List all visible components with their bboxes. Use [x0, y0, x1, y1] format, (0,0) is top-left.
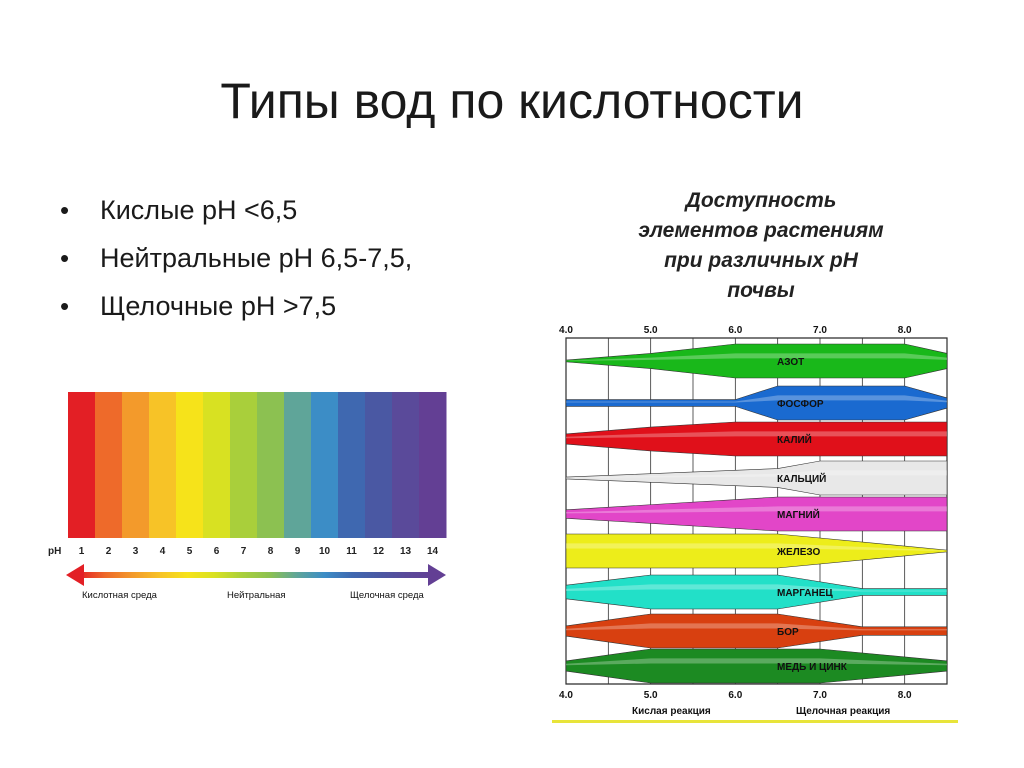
availability-title-line: почвы: [727, 279, 795, 302]
availability-title-line: при различных pH: [664, 249, 858, 272]
acid-reaction-caption: Кислая реакция: [632, 706, 711, 717]
element-label: ФОСФОР: [777, 399, 824, 410]
chart-tick-label: 8.0: [898, 690, 912, 701]
element-band-highlight: [566, 658, 947, 666]
element-label: БОР: [777, 627, 799, 638]
element-band: [565, 574, 948, 610]
ph-value: 12: [373, 546, 385, 557]
ph-value: 8: [268, 546, 274, 557]
bottom-accent-line: [552, 720, 958, 723]
element-label: АЗОТ: [777, 357, 804, 368]
ph-value: 5: [187, 546, 193, 557]
element-label: МАРГАНЕЦ: [777, 588, 833, 599]
chart-tick-label: 6.0: [728, 690, 742, 701]
bullet-alkaline: Щелочные pH >7,5: [58, 286, 412, 334]
bullet-neutral: Нейтральные pH 6,5-7,5,: [58, 238, 412, 286]
ph-strip: [392, 392, 420, 538]
element-label: КАЛИЙ: [777, 433, 812, 446]
element-band: [565, 613, 948, 649]
availability-title-line: элементов растениям: [638, 219, 884, 242]
ph-value: 6: [214, 546, 220, 557]
ph-arrow: [66, 564, 446, 586]
ph-value: 3: [133, 546, 139, 557]
ph-strip: [365, 392, 393, 538]
ph-value: 7: [241, 546, 247, 557]
ph-value: 4: [160, 546, 166, 557]
ph-arrow-shaft: [78, 572, 434, 578]
ph-strip: [257, 392, 285, 538]
element-band: [565, 533, 948, 569]
ph-strip: [95, 392, 123, 538]
ph-strip: [419, 392, 447, 538]
alkaline-reaction-caption: Щелочная реакция: [796, 706, 890, 717]
chart-tick-label: 7.0: [813, 325, 827, 336]
neutral-caption: Нейтральная: [227, 590, 286, 601]
ph-strip: [176, 392, 204, 538]
slide-title: Типы вод по кислотности: [220, 73, 804, 129]
ph-axis-label: pH: [48, 546, 61, 557]
chart-tick-label: 5.0: [644, 690, 658, 701]
element-band-highlight: [566, 431, 947, 439]
bullet-list: Кислые pH <6,5 Нейтральные pH 6,5-7,5, Щ…: [58, 190, 412, 334]
element-band-highlight: [566, 623, 947, 631]
ph-strip: [284, 392, 312, 538]
element-label: ЖЕЛЕЗО: [776, 547, 821, 558]
availability-title-line: Доступность: [685, 189, 837, 212]
element-band: [565, 421, 948, 457]
element-band: [565, 648, 948, 684]
element-band: [565, 496, 948, 532]
element-label: МАГНИЙ: [777, 508, 820, 521]
element-band-highlight: [566, 506, 947, 514]
ph-values: 1 2 3 4 5 6 7 8 9 10 11 12 13 14: [79, 546, 439, 557]
availability-title: Доступность элементов растениям при разл…: [596, 186, 926, 306]
ph-value: 10: [319, 546, 331, 557]
chart-tick-label: 8.0: [898, 325, 912, 336]
ph-arrow-left-head: [66, 564, 84, 586]
ph-strip: [311, 392, 339, 538]
chart-tick-label: 7.0: [813, 690, 827, 701]
ph-arrow-right-head: [428, 564, 446, 586]
ph-value: 14: [427, 546, 439, 557]
ph-strip: [338, 392, 366, 538]
element-band-highlight: [566, 584, 947, 592]
ph-strip: [149, 392, 177, 538]
ph-strip: [203, 392, 231, 538]
ph-strip: [230, 392, 258, 538]
chart-bands: АЗОТ ФОСФОР КАЛИЙ КАЛЬЦИЙ МАГНИЙ ЖЕЛЕЗО МАРГАН…: [565, 343, 948, 684]
ph-value: 1: [79, 546, 85, 557]
element-label: МЕДЬ И ЦИНК: [777, 662, 848, 673]
bullet-acid: Кислые pH <6,5: [58, 190, 412, 238]
element-band-highlight: [566, 353, 947, 361]
ph-value: 9: [295, 546, 301, 557]
ph-value: 13: [400, 546, 412, 557]
chart-tick-label: 4.0: [559, 325, 573, 336]
chart-tick-label: 5.0: [644, 325, 658, 336]
ph-value: 2: [106, 546, 112, 557]
ph-color-strips: [68, 392, 447, 538]
ph-strip: [68, 392, 96, 538]
element-band: [565, 385, 948, 421]
chart-tick-label: 6.0: [728, 325, 742, 336]
ph-value: 11: [346, 546, 357, 557]
element-band-highlight: [566, 543, 947, 551]
element-band: [565, 460, 948, 496]
element-band-highlight: [566, 470, 947, 478]
acid-caption: Кислотная среда: [82, 590, 158, 601]
element-band-highlight: [566, 395, 947, 403]
alkaline-caption: Щелочная среда: [350, 590, 425, 601]
element-label: КАЛЬЦИЙ: [777, 472, 826, 485]
element-band: [565, 343, 948, 379]
ph-strip: [122, 392, 150, 538]
chart-tick-label: 4.0: [559, 690, 573, 701]
chart-ticks: 4.0 4.0 5.0 5.0 6.0 6.0 7.0 7.0 8.0 8.0: [559, 325, 912, 701]
